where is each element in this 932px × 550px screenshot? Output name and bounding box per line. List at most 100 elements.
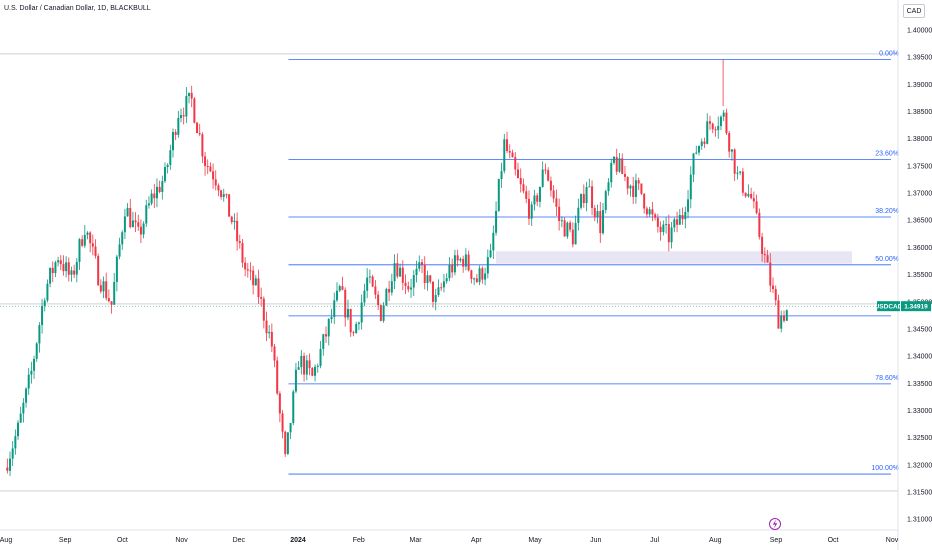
- candle: [678, 208, 681, 225]
- x-tick-label: Jun: [590, 537, 601, 544]
- candle: [440, 282, 443, 292]
- currency-selector[interactable]: CAD: [903, 4, 925, 18]
- candle: [725, 108, 728, 135]
- candle: [254, 274, 257, 286]
- time-axis[interactable]: Aug Sep Oct Nov Dec 2024 Feb Mar Apr May Jun Jul Aug…: [0, 537, 899, 544]
- candle: [607, 178, 610, 196]
- candle: [257, 269, 260, 304]
- candle: [662, 220, 665, 236]
- candle: [448, 257, 451, 282]
- candle: [495, 201, 498, 236]
- y-tick-label: 1.39500: [907, 55, 932, 62]
- candle: [244, 257, 247, 277]
- candle: [99, 279, 102, 294]
- candle: [516, 162, 519, 179]
- candle: [105, 272, 108, 301]
- candle: [161, 175, 164, 200]
- price-label: 1.34919: [904, 304, 928, 311]
- x-tick-label: Aug: [0, 537, 12, 544]
- candle: [508, 144, 511, 159]
- candle: [180, 108, 183, 123]
- candle: [346, 299, 349, 321]
- candle: [698, 145, 701, 156]
- candle: [110, 301, 113, 314]
- fib-level-label: 23.60%: [875, 150, 899, 157]
- current-price-tag: USDCAD 1.34919: [0, 301, 931, 312]
- candle: [201, 132, 204, 164]
- candle: [174, 129, 177, 141]
- candle: [54, 260, 57, 278]
- candle: [464, 248, 467, 271]
- candle: [91, 234, 94, 256]
- candle: [634, 173, 637, 204]
- candle: [431, 281, 434, 308]
- symbol-tag: [877, 301, 900, 312]
- candle: [719, 115, 722, 131]
- price-axis[interactable]: 1.40000 1.39500 1.39000 1.38500 1.38000 1.375…: [907, 28, 932, 524]
- candle: [423, 256, 426, 290]
- candle: [500, 162, 503, 188]
- candle: [407, 281, 410, 293]
- candle: [49, 267, 52, 288]
- candle: [155, 178, 158, 208]
- lightning-icon[interactable]: [769, 518, 781, 530]
- candle: [426, 270, 429, 291]
- candle: [640, 183, 643, 195]
- candle: [404, 274, 407, 294]
- candle: [171, 128, 174, 158]
- y-tick-label: 1.31000: [907, 517, 932, 524]
- y-tick-label: 1.31500: [907, 490, 932, 497]
- candle: [659, 221, 662, 241]
- candle: [689, 166, 692, 209]
- candle: [382, 302, 385, 323]
- candle: [536, 193, 539, 207]
- candle: [506, 131, 509, 153]
- candle: [569, 220, 572, 233]
- candle: [107, 289, 110, 303]
- candle: [374, 280, 377, 299]
- y-tick-label: 1.33000: [907, 408, 932, 415]
- candle: [708, 115, 711, 130]
- candle: [97, 253, 100, 286]
- x-tick-label: Sep: [59, 537, 72, 544]
- candle: [303, 352, 306, 382]
- candle: [70, 266, 73, 282]
- candle: [238, 234, 241, 249]
- y-tick-label: 1.39000: [907, 82, 932, 89]
- x-tick-label: Dec: [233, 537, 246, 544]
- candle: [549, 176, 552, 197]
- candle: [593, 205, 596, 222]
- candle: [22, 398, 25, 423]
- candle: [270, 323, 273, 352]
- candle: [9, 451, 12, 477]
- candle: [352, 330, 355, 337]
- candle: [27, 367, 30, 395]
- candle: [761, 232, 764, 262]
- candle: [656, 213, 659, 233]
- candle: [131, 211, 134, 228]
- candle: [591, 180, 594, 216]
- fibonacci-retracement[interactable]: 0.00% 23.60% 38.20% 50.00% 78.60% 100.00%: [288, 50, 899, 475]
- y-tick-label: 1.32000: [907, 462, 932, 469]
- candle: [217, 183, 220, 197]
- y-tick-label: 1.32500: [907, 435, 932, 442]
- candle: [519, 168, 522, 193]
- fib-level-label: 0.00%: [879, 50, 899, 57]
- candle: [388, 280, 391, 301]
- candle: [684, 206, 687, 229]
- x-tick-label: Sep: [770, 537, 783, 544]
- candle: [399, 263, 402, 277]
- candle: [294, 362, 297, 394]
- candle: [418, 255, 421, 272]
- candle: [390, 273, 393, 296]
- x-tick-label: Nov: [175, 537, 188, 544]
- candle: [163, 162, 166, 183]
- candle: [563, 217, 566, 237]
- candle: [560, 216, 563, 228]
- candle: [46, 279, 49, 303]
- candle: [752, 191, 755, 209]
- candle: [147, 196, 150, 209]
- candle: [412, 270, 415, 297]
- supply-zone[interactable]: [495, 251, 853, 264]
